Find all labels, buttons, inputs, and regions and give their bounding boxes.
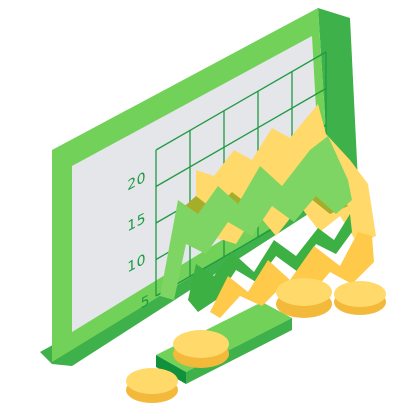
coin-right-back bbox=[334, 281, 386, 307]
coin-right-front bbox=[276, 278, 332, 306]
ribbon-green-light bbox=[160, 136, 352, 300]
coin-left bbox=[126, 368, 178, 394]
coin-middle bbox=[173, 330, 229, 358]
chart-ribbons bbox=[160, 104, 376, 318]
coins bbox=[126, 278, 386, 403]
stand-front bbox=[156, 355, 186, 384]
stand-side bbox=[186, 318, 292, 384]
ribbon-front-yellow bbox=[210, 232, 374, 318]
grid-line-horizontal bbox=[155, 87, 327, 188]
grid-line-horizontal bbox=[155, 51, 327, 151]
y-axis-tick-label: 5 bbox=[141, 291, 150, 313]
